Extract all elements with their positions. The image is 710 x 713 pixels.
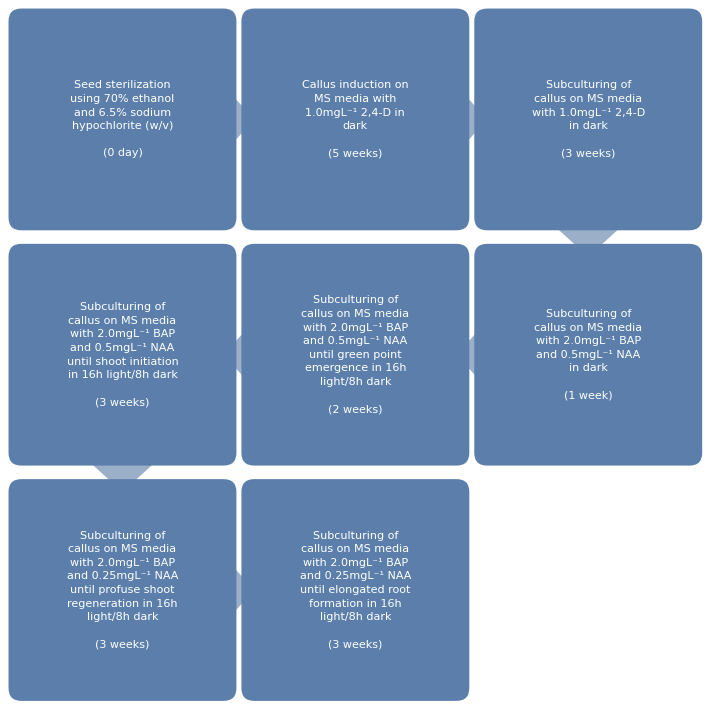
Text: Subculturing of
callus on MS media
with 2.0mgL⁻¹ BAP
and 0.25mgL⁻¹ NAA
until elo: Subculturing of callus on MS media with …: [300, 530, 411, 650]
Polygon shape: [484, 339, 487, 371]
Text: Subculturing of
callus on MS media
with 2.0mgL⁻¹ BAP
and 0.5mgL⁻¹ NAA
until shoo: Subculturing of callus on MS media with …: [67, 302, 178, 407]
Polygon shape: [573, 217, 604, 230]
Text: Subculturing of
callus on MS media
with 2.0mgL⁻¹ BAP
and 0.5mgL⁻¹ NAA
until gree: Subculturing of callus on MS media with …: [301, 295, 410, 414]
FancyBboxPatch shape: [241, 479, 469, 701]
Text: Seed sterilization
using 70% ethanol
and 6.5% sodium
hypochlorite (w/v)

(0 day): Seed sterilization using 70% ethanol and…: [70, 81, 175, 158]
Polygon shape: [224, 325, 251, 385]
Polygon shape: [460, 89, 487, 150]
FancyBboxPatch shape: [9, 244, 236, 466]
Text: Subculturing of
callus on MS media
with 2.0mgL⁻¹ BAP
and 0.5mgL⁻¹ NAA
in dark

(: Subculturing of callus on MS media with …: [534, 309, 643, 401]
Polygon shape: [227, 89, 254, 150]
Text: Subculturing of
callus on MS media
with 1.0mgL⁻¹ 2,4-D
in dark

(3 weeks): Subculturing of callus on MS media with …: [532, 81, 645, 158]
Text: Callus induction on
MS media with
1.0mgL⁻¹ 2,4-D in
dark

(5 weeks): Callus induction on MS media with 1.0mgL…: [302, 81, 409, 158]
Polygon shape: [224, 103, 227, 135]
FancyBboxPatch shape: [474, 9, 702, 230]
Polygon shape: [251, 339, 254, 371]
FancyBboxPatch shape: [241, 244, 469, 466]
Polygon shape: [92, 465, 152, 492]
Polygon shape: [224, 575, 227, 606]
Polygon shape: [457, 103, 460, 135]
Text: Subculturing of
callus on MS media
with 2.0mgL⁻¹ BAP
and 0.25mgL⁻¹ NAA
until pro: Subculturing of callus on MS media with …: [67, 530, 178, 650]
FancyBboxPatch shape: [9, 9, 236, 230]
FancyBboxPatch shape: [9, 479, 236, 701]
Polygon shape: [227, 560, 254, 620]
Polygon shape: [106, 453, 138, 465]
Polygon shape: [558, 230, 618, 257]
FancyBboxPatch shape: [241, 9, 469, 230]
FancyBboxPatch shape: [474, 244, 702, 466]
Polygon shape: [457, 325, 484, 385]
